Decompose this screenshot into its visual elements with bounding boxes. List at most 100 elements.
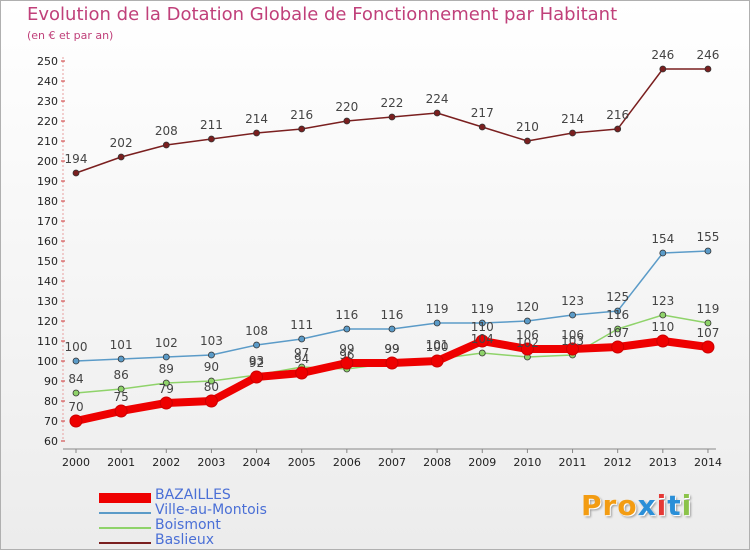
data-point-baslieux (253, 129, 260, 137)
x-tick-label: 2006 (333, 456, 361, 469)
data-point-bazailles (430, 354, 444, 368)
data-label-ville-au-montois: 123 (561, 294, 584, 308)
data-label-bazailles: 99 (339, 342, 354, 356)
data-label-boismont: 89 (159, 362, 174, 376)
data-point-bazailles (701, 340, 715, 354)
y-tick-label: 220 (37, 115, 58, 128)
x-tick-label: 2007 (378, 456, 406, 469)
data-point-bazailles (475, 334, 489, 348)
data-label-boismont: 84 (68, 372, 83, 386)
logo-letter: r (602, 489, 618, 522)
data-point-bazailles (656, 334, 670, 348)
legend-label: Ville-au-Montois (155, 502, 267, 518)
data-point-baslieux (433, 109, 441, 117)
data-label-bazailles: 110 (471, 320, 494, 334)
data-point-boismont (704, 319, 712, 327)
data-label-baslieux: 211 (200, 118, 223, 132)
data-point-boismont (478, 349, 486, 357)
y-tick-label: 140 (37, 275, 58, 288)
data-label-ville-au-montois: 116 (335, 308, 358, 322)
data-point-baslieux (208, 135, 215, 143)
x-tick-label: 2005 (288, 456, 316, 469)
y-tick-label: 210 (37, 135, 58, 148)
y-tick-label: 200 (37, 155, 58, 168)
data-point-ville-au-montois (343, 325, 351, 333)
y-tick-label: 110 (37, 335, 58, 348)
logo-letter: o (617, 489, 638, 522)
data-label-ville-au-montois: 120 (516, 300, 539, 314)
chart-subtitle: (en € et par an) (27, 29, 114, 42)
data-label-ville-au-montois: 103 (200, 334, 223, 348)
data-point-ville-au-montois (659, 249, 667, 257)
y-tick-label: 150 (37, 255, 58, 268)
x-tick-label: 2004 (243, 456, 271, 469)
data-point-ville-au-montois (524, 317, 531, 325)
data-label-bazailles: 80 (204, 380, 219, 394)
data-label-ville-au-montois: 116 (381, 308, 404, 322)
data-point-baslieux (614, 125, 622, 133)
y-tick-label: 170 (37, 215, 58, 228)
data-point-bazailles (204, 394, 218, 408)
x-tick-label: 2002 (152, 456, 180, 469)
data-label-baslieux: 214 (561, 112, 584, 126)
data-point-ville-au-montois (162, 353, 170, 361)
logo-letter: x (637, 489, 657, 522)
data-point-boismont (72, 389, 80, 397)
x-tick-label: 2008 (423, 456, 451, 469)
data-point-boismont (162, 379, 170, 387)
data-point-ville-au-montois (117, 355, 125, 363)
x-tick-label: 2003 (197, 456, 225, 469)
data-point-bazailles (295, 366, 309, 380)
data-point-baslieux (162, 141, 170, 149)
data-label-ville-au-montois: 100 (65, 340, 88, 354)
data-label-boismont: 96 (339, 348, 354, 362)
logo-letter: P (581, 489, 603, 522)
data-point-bazailles (250, 370, 264, 384)
y-tick-label: 60 (44, 435, 58, 448)
data-point-baslieux (524, 137, 531, 145)
data-point-boismont (614, 325, 622, 333)
data-label-baslieux: 210 (516, 120, 539, 134)
data-point-bazailles (69, 414, 83, 428)
data-label-baslieux: 216 (290, 108, 313, 122)
logo-letter: t (667, 489, 682, 522)
data-label-boismont: 119 (697, 302, 720, 316)
data-label-baslieux: 217 (471, 106, 494, 120)
data-label-bazailles: 106 (561, 328, 584, 342)
data-label-boismont: 86 (113, 368, 128, 382)
data-label-bazailles: 99 (384, 342, 399, 356)
x-tick-label: 2009 (468, 456, 496, 469)
data-label-ville-au-montois: 155 (697, 230, 720, 244)
data-label-boismont: 104 (471, 332, 494, 346)
series-layer (69, 65, 715, 428)
y-tick-label: 250 (37, 55, 58, 68)
data-point-baslieux (72, 169, 80, 177)
y-tick-label: 120 (37, 315, 58, 328)
data-label-bazailles: 75 (113, 390, 128, 404)
data-point-baslieux (569, 129, 576, 137)
data-point-bazailles (611, 340, 625, 354)
y-tick-label: 160 (37, 235, 58, 248)
legend-label: Baslieux (155, 532, 215, 548)
data-point-ville-au-montois (704, 247, 712, 255)
data-label-boismont: 102 (516, 336, 539, 350)
x-tick-label: 2001 (107, 456, 135, 469)
data-label-baslieux: 222 (381, 96, 404, 110)
data-point-ville-au-montois (569, 311, 576, 319)
data-point-ville-au-montois (208, 351, 215, 359)
x-tick-label: 2012 (604, 456, 632, 469)
data-point-bazailles (114, 404, 128, 418)
data-point-baslieux (659, 65, 667, 73)
data-point-bazailles (520, 342, 534, 356)
data-label-ville-au-montois: 108 (245, 324, 268, 338)
y-tick-label: 180 (37, 195, 58, 208)
data-label-bazailles: 110 (651, 320, 674, 334)
data-point-ville-au-montois (433, 319, 441, 327)
y-tick-label: 70 (44, 415, 58, 428)
axes: 60 70 80 90 100 110 120 130 140 150 160 170 180 190 20… (37, 55, 722, 469)
legend-swatch (99, 493, 151, 503)
data-label-bazailles: 106 (516, 328, 539, 342)
data-point-bazailles (566, 342, 580, 356)
data-label-bazailles: 107 (697, 326, 720, 340)
